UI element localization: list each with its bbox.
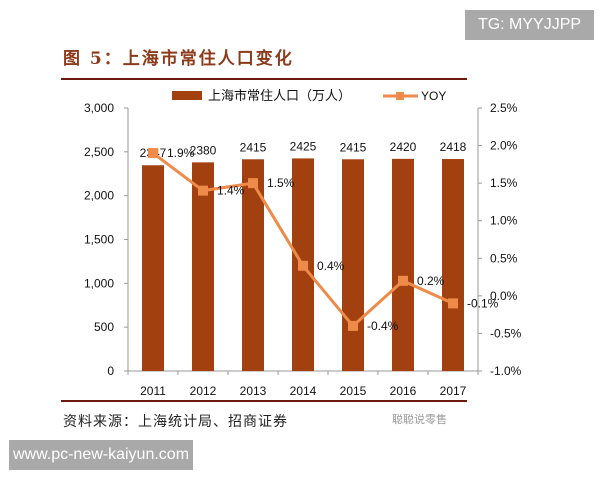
bar-2017 xyxy=(442,159,464,371)
right-tick-label: -0.5% xyxy=(490,326,522,340)
watermark-tg: TG: MYYJJPP xyxy=(465,10,594,40)
legend-bar-label: 上海市常住人口（万人） xyxy=(208,88,351,104)
bar-2013 xyxy=(242,159,264,371)
x-tick-label: 2017 xyxy=(440,384,467,398)
right-tick-label: 0.5% xyxy=(490,251,518,265)
yoy-label: 1.9% xyxy=(167,146,195,160)
watermark-url: www.pc-new-kaiyun.com xyxy=(9,440,193,470)
x-tick-label: 2014 xyxy=(290,384,317,398)
bar-2015 xyxy=(342,159,364,371)
bar-2011 xyxy=(142,165,164,371)
brand-watermark: 聪聪说零售 xyxy=(392,413,447,426)
bar-2012 xyxy=(192,162,214,371)
yoy-marker-2012 xyxy=(198,185,208,196)
legend-line-label: YOY xyxy=(421,89,446,103)
bar-label: 2425 xyxy=(290,139,317,153)
yoy-label: 1.4% xyxy=(217,184,245,198)
yoy-marker-2014 xyxy=(298,260,308,271)
yoy-marker-2011 xyxy=(148,148,158,159)
yoy-label: -0.4% xyxy=(367,319,399,333)
bar-label: 2380 xyxy=(190,143,217,157)
left-tick-label: 2,000 xyxy=(84,189,114,203)
bar-2016 xyxy=(392,158,414,371)
x-tick-label: 2016 xyxy=(390,384,417,398)
chart-title: 图 5：上海市常住人口变化 xyxy=(63,49,294,69)
yoy-label: 1.5% xyxy=(267,176,295,190)
right-tick-label: 1.5% xyxy=(490,176,518,190)
yoy-marker-2017 xyxy=(448,298,458,309)
right-tick-label: 2.0% xyxy=(490,139,518,153)
bar-label: 2415 xyxy=(340,140,367,154)
legend-bar-swatch xyxy=(172,91,202,100)
yoy-label: 0.2% xyxy=(417,274,445,288)
right-tick-label: -1.0% xyxy=(490,364,522,378)
left-tick-label: 1,500 xyxy=(84,233,114,247)
x-tick-label: 2012 xyxy=(190,384,217,398)
chart-svg: 0 500 1,000 1,500 2,000 2,500 3,000 -1.0% -0.5% 0… xyxy=(84,88,522,398)
left-tick-label: 500 xyxy=(94,320,114,334)
x-tick-label: 2011 xyxy=(140,384,166,398)
source-note: 资料来源：上海统计局、招商证券 xyxy=(63,414,288,430)
bar-label: 2415 xyxy=(240,140,267,154)
yoy-marker-2016 xyxy=(398,275,408,286)
left-tick-label: 0 xyxy=(107,364,114,378)
yoy-label: -0.1% xyxy=(467,296,499,310)
yoy-marker-2013 xyxy=(248,178,258,189)
left-tick-label: 3,000 xyxy=(84,101,114,115)
footer-rule xyxy=(61,400,467,402)
x-tick-label: 2015 xyxy=(340,384,367,398)
bar-label: 2418 xyxy=(440,140,467,154)
yoy-label: 0.4% xyxy=(317,259,345,273)
left-tick-label: 1,000 xyxy=(84,276,114,290)
right-tick-label: 1.0% xyxy=(490,214,518,228)
right-tick-label: 0.0% xyxy=(490,289,518,303)
left-tick-label: 2,500 xyxy=(84,145,114,159)
legend-line-marker xyxy=(396,92,404,100)
yoy-marker-2015 xyxy=(348,320,358,331)
x-tick-label: 2013 xyxy=(240,384,267,398)
title-rule xyxy=(61,78,467,80)
right-tick-label: 2.5% xyxy=(490,101,518,115)
bar-label: 2420 xyxy=(390,140,417,154)
